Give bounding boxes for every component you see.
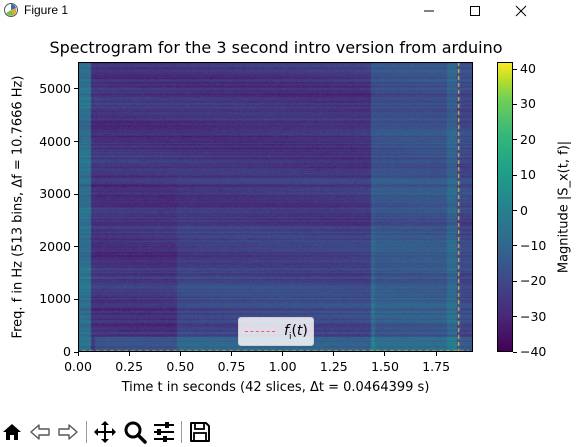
maximize-button[interactable]	[452, 0, 498, 21]
colorbar-tick-label: 0	[520, 202, 528, 218]
colorbar-tick-label: −20	[520, 273, 547, 289]
x-tick-label: 1.25	[319, 359, 348, 374]
x-tick-mark	[179, 352, 181, 356]
save-icon	[190, 422, 210, 442]
plot-title: Spectrogram for the 3 second intro versi…	[49, 38, 503, 57]
colorbar-tick-mark	[513, 103, 517, 105]
zoom-icon	[124, 421, 147, 444]
legend-dashed-line	[245, 331, 275, 332]
toolbar-separator	[86, 421, 87, 443]
x-tick-mark	[384, 352, 386, 356]
x-tick-mark	[282, 352, 284, 356]
x-tick-mark	[128, 352, 130, 356]
zoom-button[interactable]	[123, 420, 147, 444]
figure-canvas[interactable]: Spectrogram for the 3 second intro versi…	[0, 21, 588, 411]
y-tick-label: 2000	[39, 238, 71, 254]
y-tick-mark	[74, 246, 78, 248]
colorbar-tick-label: 10	[520, 167, 536, 183]
colorbar-tick-mark	[513, 68, 517, 70]
legend: fi(t)	[238, 317, 314, 346]
y-tick-mark	[74, 141, 78, 143]
window-title: Figure 1	[24, 3, 69, 17]
forward-button[interactable]	[56, 420, 80, 444]
configure-subplots-button[interactable]	[152, 420, 176, 444]
colorbar-tick-mark	[513, 174, 517, 176]
window-titlebar: Figure 1	[0, 0, 588, 21]
colorbar-tick-label: 20	[520, 131, 536, 147]
maximize-icon	[470, 5, 480, 16]
colorbar-tick-mark	[513, 245, 517, 247]
colorbar-tick-label: 30	[520, 96, 536, 112]
y-tick-label: 1000	[39, 291, 71, 307]
colorbar-tick-label: −30	[520, 308, 547, 324]
save-button[interactable]	[188, 420, 212, 444]
y-tick-label: 3000	[39, 186, 71, 202]
colorbar-tick-mark	[513, 316, 517, 318]
colorbar-tick-mark	[513, 139, 517, 141]
x-tick-label: 0.75	[217, 359, 246, 374]
x-tick-label: 0.25	[115, 359, 144, 374]
x-tick-label: 1.75	[422, 359, 451, 374]
colorbar-tick-label: −40	[520, 344, 547, 359]
x-axis-label: Time t in seconds (42 slices, Δt = 0.046…	[121, 380, 430, 395]
colorbar-tick-mark	[513, 210, 517, 212]
legend-label: fi(t)	[284, 323, 308, 342]
colorbar	[497, 62, 513, 352]
toolbar-separator	[181, 421, 182, 443]
minimize-button[interactable]	[406, 0, 452, 21]
minimize-icon	[424, 10, 434, 11]
colorbar-tick-mark	[513, 280, 517, 282]
spectrogram-heatmap[interactable]	[78, 62, 473, 352]
back-button[interactable]	[28, 420, 52, 444]
pan-button[interactable]	[93, 420, 117, 444]
home-button[interactable]	[0, 420, 24, 444]
home-icon	[3, 424, 21, 440]
navigation-toolbar	[0, 415, 588, 447]
x-tick-mark	[333, 352, 335, 356]
y-axis-label: Freq. f in Hz (513 bins, Δf = 10.7666 Hz…	[10, 75, 26, 339]
matplotlib-app-icon	[3, 2, 19, 18]
colorbar-label: Magnitude |S_x(t, f)|	[556, 140, 572, 274]
x-tick-mark	[435, 352, 437, 356]
x-tick-label: 0.50	[166, 359, 195, 374]
y-tick-mark	[74, 351, 78, 353]
pan-icon	[94, 421, 116, 443]
y-tick-label: 4000	[39, 133, 71, 149]
configure-subplots-icon	[154, 422, 174, 442]
colorbar-tick-mark	[513, 351, 517, 353]
x-tick-mark	[77, 352, 79, 356]
y-tick-label: 0	[63, 344, 71, 359]
y-tick-label: 5000	[39, 80, 71, 96]
close-icon	[515, 5, 527, 16]
colorbar-tick-label: −10	[520, 237, 547, 253]
x-tick-label: 1.00	[268, 359, 297, 374]
forward-arrow-icon	[58, 424, 78, 440]
y-tick-mark	[74, 298, 78, 300]
x-tick-label: 1.50	[371, 359, 399, 374]
x-tick-label: 0.00	[64, 359, 92, 374]
close-button[interactable]	[498, 0, 544, 21]
back-arrow-icon	[30, 424, 50, 440]
y-tick-mark	[74, 193, 78, 195]
y-tick-mark	[74, 88, 78, 90]
x-tick-mark	[230, 352, 232, 356]
colorbar-tick-label: 40	[520, 61, 536, 77]
